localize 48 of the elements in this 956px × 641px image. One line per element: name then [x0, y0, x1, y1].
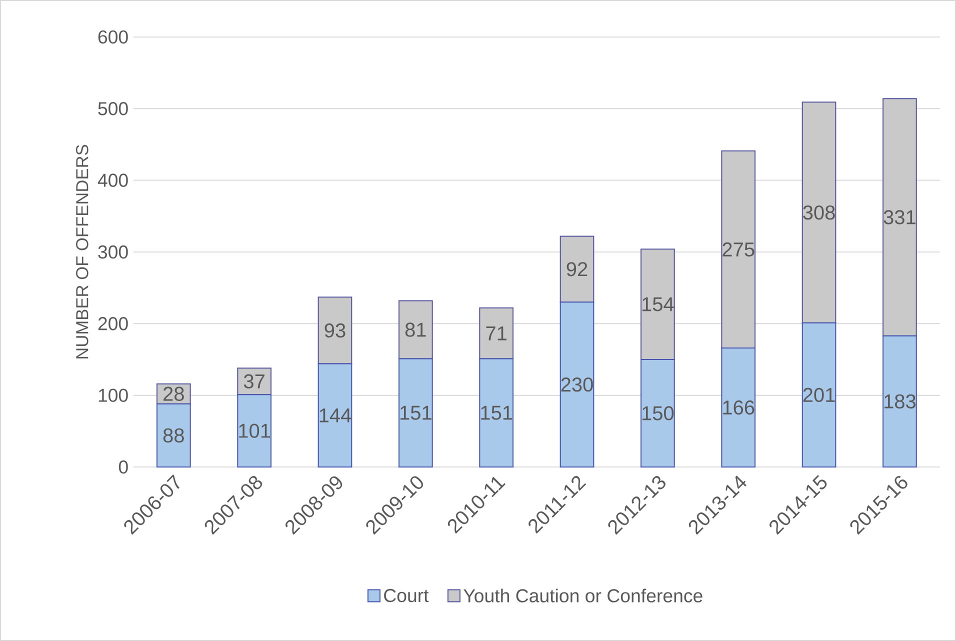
data-label: 71 — [486, 326, 506, 340]
data-label: 331 — [884, 210, 916, 224]
bar — [479, 358, 514, 468]
bar — [398, 300, 433, 360]
data-label: 93 — [324, 323, 346, 338]
bar — [560, 302, 594, 468]
bar — [882, 98, 917, 336]
bar — [640, 359, 675, 468]
data-label: 183 — [884, 394, 916, 408]
y-tick-label: 0 — [118, 460, 128, 474]
data-label: 154 — [642, 297, 674, 312]
bar — [156, 403, 191, 468]
data-label: 150 — [642, 406, 674, 420]
bar — [721, 150, 756, 349]
data-label: 92 — [566, 262, 588, 276]
legend-label: Youth Caution or Conference — [464, 588, 702, 602]
y-tick-label: 100 — [98, 388, 128, 402]
y-tick-label: 200 — [98, 317, 128, 330]
y-axis-title: NUMBER OF OFFENDERS — [76, 144, 88, 358]
data-label: 151 — [481, 406, 512, 420]
y-tick-label: 300 — [98, 245, 128, 259]
y-tick-label: 400 — [98, 174, 128, 187]
data-label: 166 — [723, 400, 754, 415]
data-label: 230 — [561, 378, 593, 392]
data-label: 101 — [239, 424, 270, 438]
bar — [882, 335, 917, 468]
y-tick-label: 600 — [98, 30, 128, 44]
data-label: 151 — [400, 406, 432, 420]
data-label: 308 — [803, 205, 835, 220]
bar — [237, 394, 272, 468]
bar — [560, 236, 594, 303]
data-label: 88 — [163, 428, 184, 443]
bar — [398, 358, 433, 468]
bar — [479, 307, 514, 360]
data-label: 28 — [164, 386, 184, 401]
data-label: 37 — [244, 374, 264, 388]
y-tick-label: 500 — [98, 102, 128, 116]
bar — [318, 363, 352, 468]
bar — [640, 248, 675, 360]
legend-label: Court — [384, 588, 429, 602]
bar — [318, 296, 352, 364]
bar — [721, 348, 756, 468]
data-label: 81 — [405, 322, 426, 337]
data-label: 201 — [803, 388, 835, 402]
data-label: 144 — [320, 408, 352, 422]
data-label: 275 — [722, 242, 754, 257]
bar — [802, 322, 836, 468]
bar — [802, 102, 836, 324]
